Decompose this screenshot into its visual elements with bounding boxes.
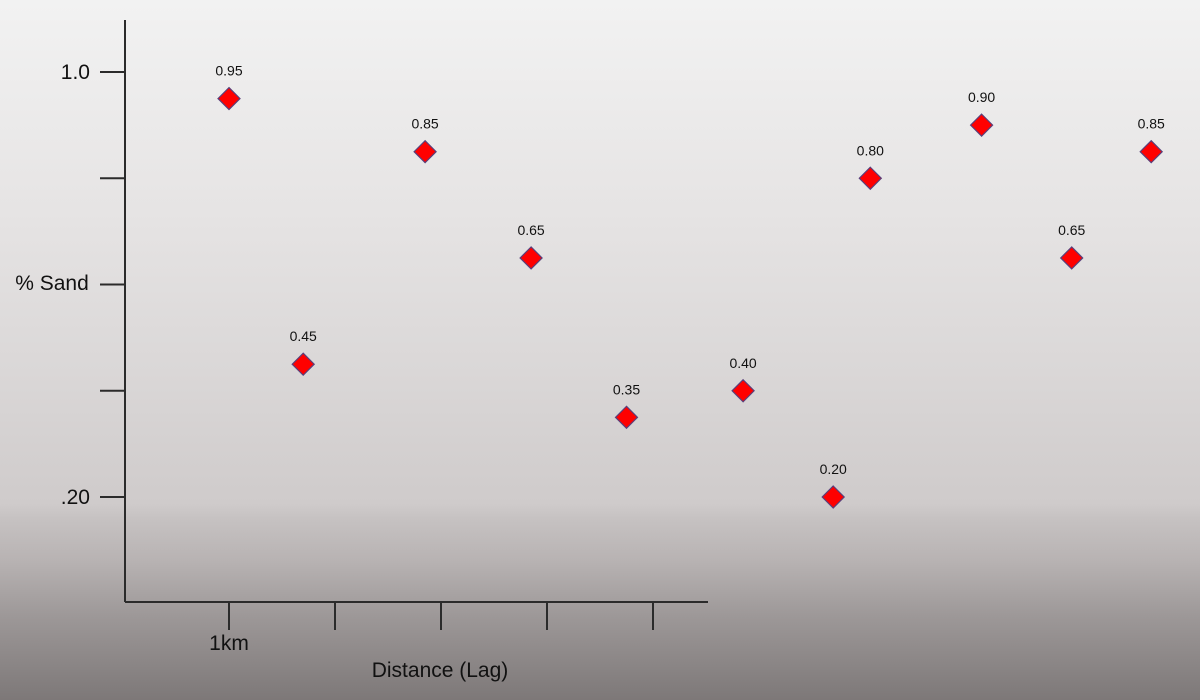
data-point: 0.85 bbox=[411, 116, 439, 164]
data-point: 0.85 bbox=[1138, 116, 1165, 164]
data-label: 0.35 bbox=[613, 381, 640, 397]
diamond-marker bbox=[614, 405, 639, 430]
diamond-marker bbox=[858, 166, 883, 191]
data-label: 0.90 bbox=[968, 89, 995, 105]
data-point: 0.95 bbox=[215, 63, 243, 111]
x-ticks: 1km bbox=[209, 602, 654, 655]
y-axis-label: % Sand bbox=[15, 272, 89, 295]
x-axis: 1km Distance (Lag) bbox=[125, 601, 708, 682]
data-label: 0.85 bbox=[411, 116, 438, 132]
data-label: 0.20 bbox=[820, 461, 847, 477]
diamond-marker bbox=[413, 139, 437, 164]
data-point: 0.40 bbox=[729, 355, 757, 403]
y-axis: .20 1.0 % Sand bbox=[15, 20, 126, 602]
data-point: 0.20 bbox=[820, 461, 847, 509]
data-label: 0.40 bbox=[729, 355, 756, 371]
data-point: 0.65 bbox=[517, 222, 545, 270]
data-point: 0.65 bbox=[1058, 222, 1086, 270]
diamond-marker bbox=[969, 113, 994, 137]
data-label: 0.95 bbox=[215, 63, 242, 79]
y-ticks: .20 1.0 bbox=[61, 61, 125, 509]
diamond-marker bbox=[1059, 246, 1084, 270]
diamond-marker bbox=[731, 378, 755, 403]
x-axis-label: Distance (Lag) bbox=[372, 659, 509, 682]
y-tick-label: 1.0 bbox=[61, 61, 90, 84]
diamond-marker bbox=[821, 485, 846, 509]
diamond-marker bbox=[291, 352, 316, 377]
data-points: 0.95 0.45 0.85 0.65 0.35 0.40 0.20 0.80 0.90 0.65… bbox=[215, 63, 1165, 509]
data-point: 0.45 bbox=[290, 328, 317, 377]
diamond-marker bbox=[1139, 139, 1164, 164]
diamond-marker bbox=[217, 86, 241, 111]
data-label: 0.65 bbox=[1058, 222, 1085, 238]
x-tick-label: 1km bbox=[209, 632, 249, 655]
data-point: 0.35 bbox=[613, 381, 640, 430]
data-point: 0.90 bbox=[968, 89, 995, 137]
data-label: 0.65 bbox=[517, 222, 544, 238]
data-label: 0.85 bbox=[1138, 116, 1165, 132]
data-point: 0.80 bbox=[857, 142, 884, 191]
data-label: 0.80 bbox=[857, 142, 884, 158]
diamond-marker bbox=[519, 246, 543, 270]
data-label: 0.45 bbox=[290, 328, 317, 344]
y-tick-label: .20 bbox=[61, 486, 90, 509]
